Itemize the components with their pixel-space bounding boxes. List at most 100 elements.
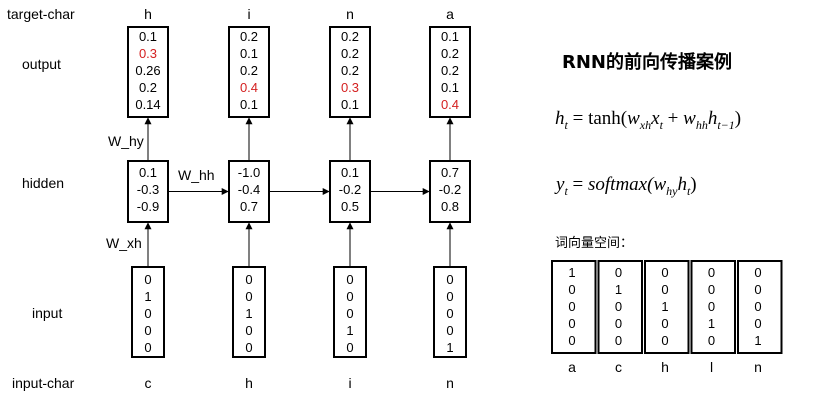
- hidden-value: -0.4: [238, 182, 260, 197]
- input-value: 0: [446, 289, 453, 304]
- input-value: 1: [346, 323, 353, 338]
- input-char-label: n: [446, 375, 454, 391]
- vocab-char-label: a: [568, 359, 576, 375]
- vocab-value: 0: [708, 299, 715, 314]
- vocab-value: 0: [615, 265, 622, 280]
- time-step-4: a 0.1 0.2 0.2 0.1 0.4 0.7 -0.2 0.8 0 0 0 0 1 n: [429, 6, 471, 391]
- output-value: 0.2: [240, 29, 258, 44]
- output-box: [429, 26, 471, 118]
- input-value: 0: [446, 272, 453, 287]
- hidden-value: 0.1: [139, 165, 157, 180]
- input-box: [232, 266, 266, 358]
- output-value: 0.3: [341, 80, 359, 95]
- input-box: [333, 266, 367, 358]
- input-value: 0: [144, 323, 151, 338]
- time-step-2: i 0.2 0.1 0.2 0.4 0.1 -1.0 -0.4 0.7 0 0 1 0 0 h: [228, 6, 270, 391]
- vocab-value: 0: [754, 265, 761, 280]
- vocab-vector: 0 0 0 1 0 l: [690, 260, 736, 375]
- row-label-input: input: [32, 305, 62, 321]
- vocab-box: [737, 260, 783, 354]
- time-step-3: n 0.2 0.2 0.2 0.3 0.1 0.1 -0.2 0.5 0 0 0 1 0 i: [329, 6, 371, 391]
- output-value: 0.1: [441, 80, 459, 95]
- output-value: 0.3: [139, 46, 157, 61]
- vocab-value: 0: [661, 333, 668, 348]
- row-label-target-char: target-char: [7, 6, 75, 22]
- hidden-value: -1.0: [238, 165, 260, 180]
- vocab-value: 0: [754, 316, 761, 331]
- input-value: 0: [245, 272, 252, 287]
- hidden-value: -0.2: [339, 182, 361, 197]
- hidden-value: -0.3: [137, 182, 159, 197]
- input-value: 0: [144, 272, 151, 287]
- vocab-value: 0: [661, 265, 668, 280]
- vocab-value: 0: [615, 299, 622, 314]
- weight-label-xh: W_xh: [106, 235, 142, 251]
- input-value: 1: [446, 340, 453, 355]
- output-box: [228, 26, 270, 118]
- vocab-value: 0: [754, 299, 761, 314]
- input-box: [433, 266, 467, 358]
- row-label-hidden: hidden: [22, 175, 64, 191]
- input-value: 0: [245, 323, 252, 338]
- vocab-value: 0: [568, 333, 575, 348]
- input-char-label: h: [245, 375, 253, 391]
- vocab-value: 1: [708, 316, 715, 331]
- target-char-label: n: [346, 6, 354, 22]
- target-char-label: h: [144, 6, 152, 22]
- vocab-value: 0: [708, 333, 715, 348]
- vocab-char-label: c: [615, 359, 622, 375]
- vocab-box: [597, 260, 643, 354]
- input-value: 0: [144, 306, 151, 321]
- input-char-label: c: [145, 375, 152, 391]
- input-value: 0: [446, 306, 453, 321]
- hidden-value: 0.7: [441, 165, 459, 180]
- hidden-box: [429, 160, 471, 223]
- vocab-vector: 1 0 0 0 0 a: [551, 260, 597, 375]
- input-value: 0: [446, 323, 453, 338]
- hidden-value: 0.8: [441, 199, 459, 214]
- output-value: 0.1: [240, 46, 258, 61]
- network-columns: h 0.1 0.3 0.26 0.2 0.14 0.1 -0.3 -0.9 0 1 0 0 0 c i 0.2 0…: [127, 6, 471, 391]
- target-char-label: i: [247, 6, 250, 22]
- hidden-value: -0.9: [137, 199, 159, 214]
- output-box: [127, 26, 169, 118]
- output-value: 0.1: [139, 29, 157, 44]
- hidden-value: -0.2: [439, 182, 461, 197]
- vocab-box: [551, 260, 597, 354]
- output-value: 0.2: [341, 63, 359, 78]
- vocab-value: 1: [754, 333, 761, 348]
- vocab-value: 0: [661, 316, 668, 331]
- input-value: 1: [245, 306, 252, 321]
- formula-hidden-state: ht = tanh(wxhxt + whhht−1): [555, 108, 741, 132]
- weight-label-hy: W_hy: [108, 133, 144, 149]
- input-box: [131, 266, 165, 358]
- input-value: 0: [245, 289, 252, 304]
- vocab-box: [690, 260, 736, 354]
- output-value: 0.1: [441, 29, 459, 44]
- output-value: 0.4: [240, 80, 258, 95]
- vocab-value: 0: [568, 299, 575, 314]
- vocab-value: 1: [568, 265, 575, 280]
- input-value: 1: [144, 289, 151, 304]
- input-value: 0: [346, 306, 353, 321]
- row-label-output: output: [22, 56, 61, 72]
- vocab-box: [644, 260, 690, 354]
- vocab-table: 1 0 0 0 0 a 0 1 0 0 0 c 0 0 1 0 0 h 0 0 0 1 0 l 0 0 0 0 1 n: [551, 260, 783, 375]
- vocab-value: 1: [661, 299, 668, 314]
- input-char-label: i: [348, 375, 351, 391]
- vocab-value: 0: [615, 333, 622, 348]
- input-value: 0: [245, 340, 252, 355]
- vocab-value: 0: [568, 316, 575, 331]
- hidden-value: 0.5: [341, 199, 359, 214]
- vocab-caption: 词向量空间：: [555, 235, 633, 251]
- hidden-value: 0.7: [240, 199, 258, 214]
- vocab-vector: 0 1 0 0 0 c: [597, 260, 643, 375]
- vocab-char-label: n: [754, 359, 762, 375]
- formula-output: yt = softmax(whyht): [554, 174, 697, 198]
- output-value: 0.4: [441, 97, 459, 112]
- input-value: 0: [346, 272, 353, 287]
- vocab-char-label: h: [661, 359, 669, 375]
- time-step-1: h 0.1 0.3 0.26 0.2 0.14 0.1 -0.3 -0.9 0 1 0 0 0 c: [127, 6, 169, 391]
- output-value: 0.14: [135, 97, 160, 112]
